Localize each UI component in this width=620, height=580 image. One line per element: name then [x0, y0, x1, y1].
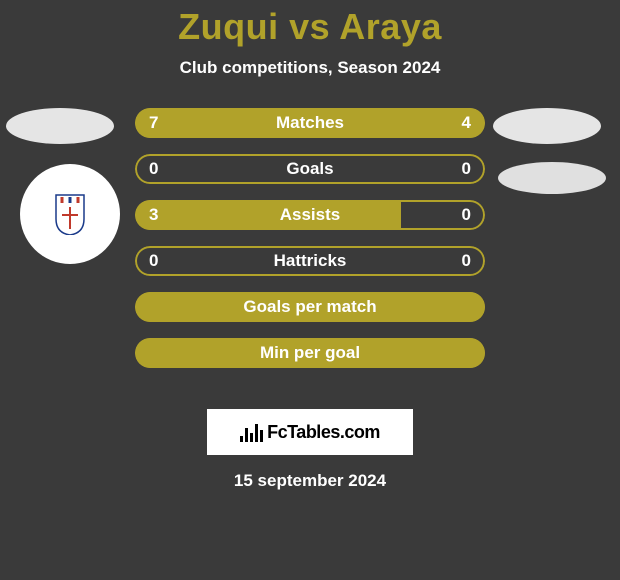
- stat-row-matches: Matches7 4: [135, 108, 485, 138]
- comparison-subtitle: Club competitions, Season 2024: [0, 58, 620, 78]
- bar-value-left: 3: [149, 200, 158, 230]
- logo-bar-segment: [245, 428, 248, 442]
- bar-label: Goals per match: [135, 292, 485, 322]
- stat-row-assists: Assists3 0: [135, 200, 485, 230]
- bar-label: Matches: [135, 108, 485, 138]
- bar-value-left: 7: [149, 108, 158, 138]
- logo-bars-icon: [240, 422, 263, 442]
- bar-label: Goals: [135, 154, 485, 184]
- stat-row-hattricks: Hattricks0 0: [135, 246, 485, 276]
- logo-bar-segment: [260, 430, 263, 442]
- bar-label: Min per goal: [135, 338, 485, 368]
- logo-bar-segment: [255, 424, 258, 442]
- player-right-ellipse: [493, 108, 601, 144]
- chart-area: Matches74Goals00Assists30Hattricks00Goal…: [0, 108, 620, 403]
- fctables-logo: FcTables.com: [207, 409, 413, 455]
- bar-label: Assists: [135, 200, 485, 230]
- stat-row-goals-per-match: Goals per match: [135, 292, 485, 322]
- player-left-badge: [20, 164, 120, 264]
- bar-value-right: 0: [462, 246, 471, 276]
- snapshot-date: 15 september 2024: [0, 471, 620, 491]
- bar-value-left: 0: [149, 246, 158, 276]
- logo-bar-segment: [250, 433, 253, 442]
- bar-value-left: 0: [149, 154, 158, 184]
- player-right-ellipse-2: [498, 162, 606, 194]
- stat-row-goals: Goals0 0: [135, 154, 485, 184]
- bar-value-right: 0: [462, 154, 471, 184]
- comparison-title: Zuqui vs Araya: [0, 0, 620, 48]
- bar-value-right: 4: [462, 108, 471, 138]
- bar-value-right: 0: [462, 200, 471, 230]
- logo-bar-segment: [240, 436, 243, 442]
- player-left-ellipse: [6, 108, 114, 144]
- comparison-bars: Matches74Goals00Assists30Hattricks00Goal…: [135, 108, 485, 384]
- club-crest-icon: [54, 193, 86, 235]
- logo-text: FcTables.com: [267, 422, 380, 443]
- stat-row-min-per-goal: Min per goal: [135, 338, 485, 368]
- bar-label: Hattricks: [135, 246, 485, 276]
